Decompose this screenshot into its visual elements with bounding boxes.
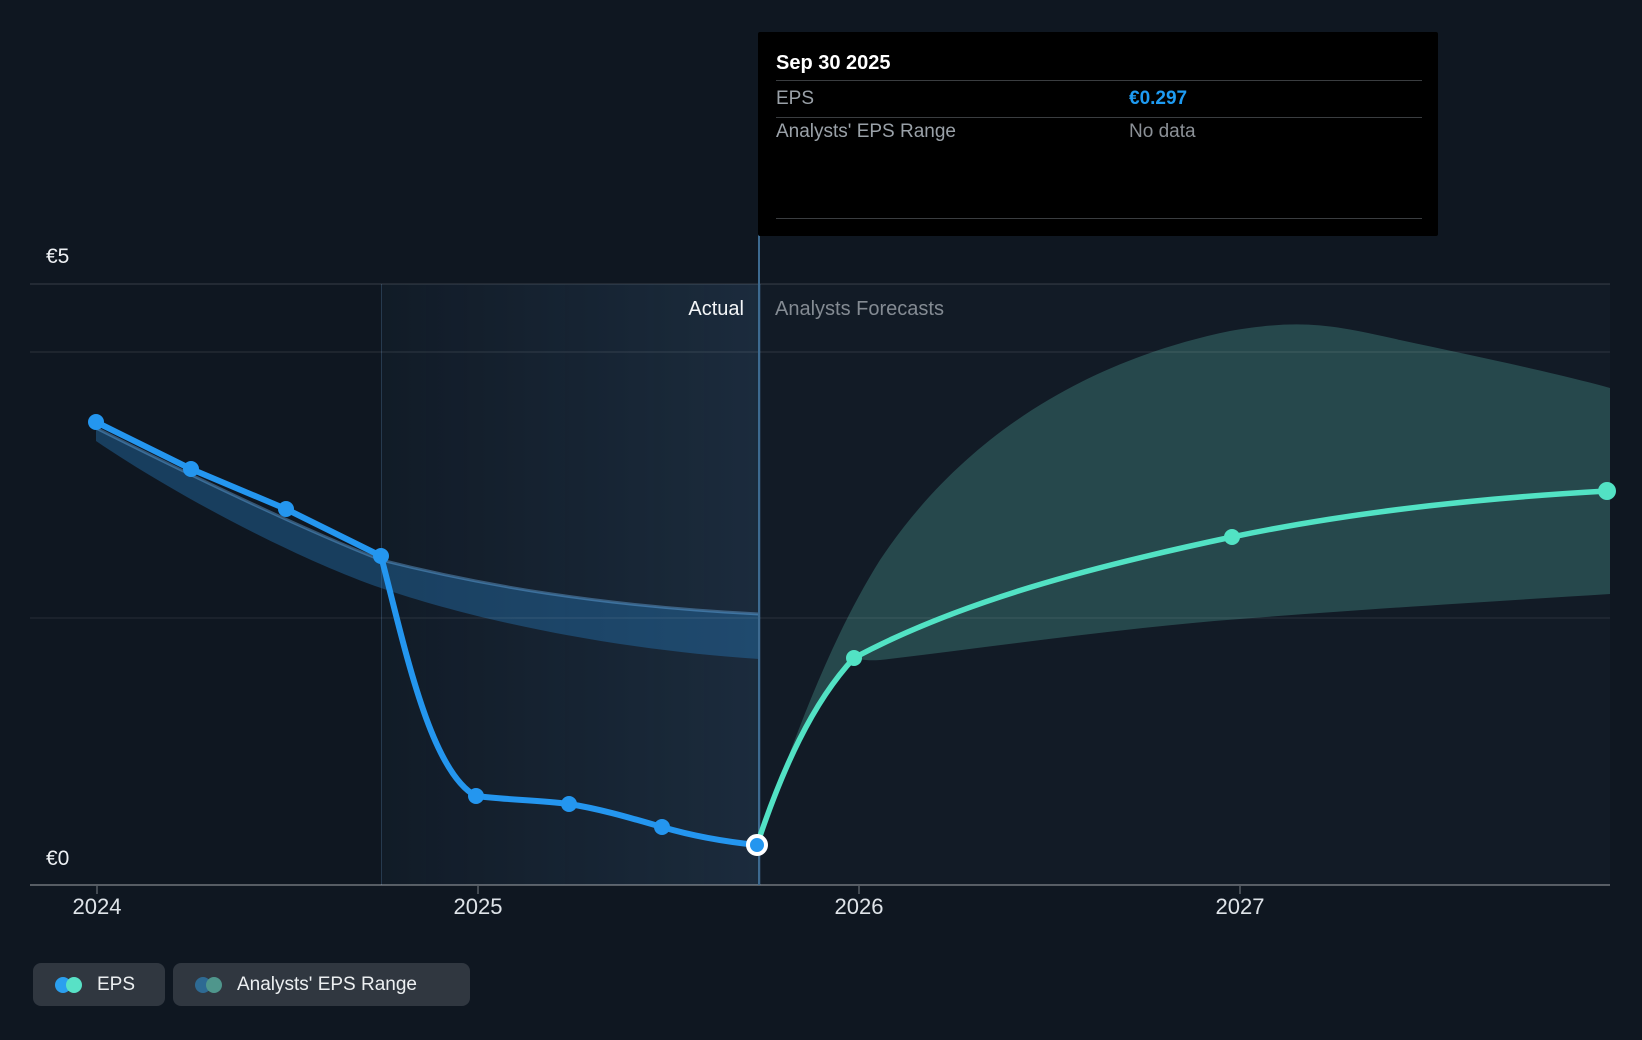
tooltip-range-label: Analysts' EPS Range bbox=[776, 121, 956, 142]
tooltip-date: Sep 30 2025 bbox=[776, 52, 891, 74]
tooltip-range-value: No data bbox=[1129, 121, 1196, 142]
x-axis-ticks bbox=[96, 886, 1241, 894]
legend-eps-label: EPS bbox=[97, 973, 136, 995]
actual-section-label: Actual bbox=[688, 298, 744, 320]
last-12-months-highlight bbox=[381, 284, 761, 885]
x-tick-2027: 2027 bbox=[1215, 894, 1265, 919]
tooltip-eps-label: EPS bbox=[776, 88, 815, 109]
legend-range-label: Analysts' EPS Range bbox=[237, 973, 417, 995]
legend-chip-analysts-eps-range[interactable]: Analysts' EPS Range bbox=[173, 963, 470, 1006]
range-legend-dots-icon bbox=[195, 976, 223, 993]
eps-actual-line bbox=[93, 419, 760, 848]
eps-legend-dots-icon bbox=[55, 976, 83, 993]
actual-range-band bbox=[96, 428, 759, 659]
eps-forecast-line bbox=[754, 488, 1610, 848]
tooltip-divider bbox=[776, 80, 1422, 81]
x-tick-2025: 2025 bbox=[453, 894, 503, 919]
forecast-range-band bbox=[757, 324, 1610, 846]
forecast-data-points bbox=[846, 482, 1616, 666]
y-axis-label-max: €5 bbox=[46, 245, 70, 268]
x-tick-2024: 2024 bbox=[72, 894, 122, 919]
legend-chip-eps[interactable]: EPS bbox=[33, 963, 165, 1006]
tooltip-bottom-divider bbox=[776, 218, 1422, 219]
x-tick-2026: 2026 bbox=[834, 894, 884, 919]
today-marker-dot[interactable] bbox=[746, 834, 768, 856]
actual-data-points bbox=[88, 414, 670, 835]
forecast-section-label: Analysts Forecasts bbox=[775, 298, 944, 320]
tooltip-divider bbox=[776, 117, 1422, 118]
tooltip-eps-value: €0.297 bbox=[1129, 88, 1188, 109]
y-axis-label-zero: €0 bbox=[46, 847, 70, 870]
chart-tooltip: Sep 30 2025 EPS €0.297 Analysts' EPS Ran… bbox=[758, 32, 1438, 236]
